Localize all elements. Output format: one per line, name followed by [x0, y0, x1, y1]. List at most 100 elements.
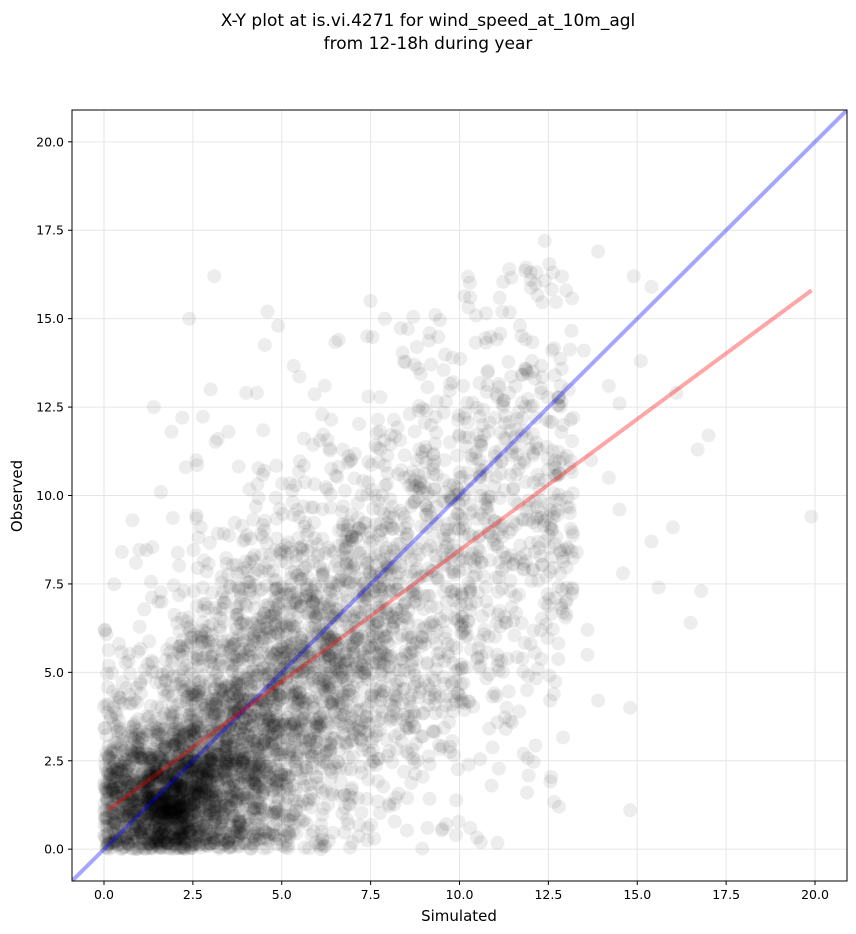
scatter-point — [133, 809, 148, 824]
scatter-point — [150, 765, 165, 780]
scatter-point — [232, 688, 247, 703]
scatter-point — [168, 810, 183, 825]
scatter-point — [113, 778, 128, 793]
scatter-point — [182, 744, 197, 759]
scatter-point — [204, 829, 219, 844]
scatter-point — [121, 759, 136, 774]
scatter-point — [396, 506, 410, 521]
scatter-point — [194, 776, 209, 790]
scatter-point — [175, 784, 190, 799]
scatter-point — [115, 841, 130, 856]
scatter-point — [152, 809, 166, 824]
scatter-point — [97, 699, 112, 714]
scatter-point — [150, 769, 165, 784]
scatter-point — [143, 798, 158, 813]
scatter-point — [187, 802, 201, 817]
scatter-point — [218, 739, 233, 754]
scatter-point — [201, 807, 216, 822]
scatter-point — [337, 483, 352, 498]
scatter-point — [177, 816, 191, 831]
scatter-point — [204, 776, 219, 791]
scatter-point — [185, 835, 199, 850]
scatter-point — [149, 814, 164, 829]
scatter-point — [215, 810, 230, 825]
scatter-point — [177, 822, 192, 837]
scatter-point — [132, 798, 147, 812]
scatter-point — [201, 556, 216, 571]
scatter-point — [452, 429, 466, 444]
scatter-point — [109, 785, 124, 800]
scatter-point — [173, 778, 188, 793]
scatter-point — [173, 793, 188, 808]
scatter-point — [112, 796, 127, 811]
scatter-point — [187, 796, 202, 811]
scatter-point — [245, 823, 259, 837]
scatter-point — [179, 749, 194, 764]
scatter-point — [183, 803, 198, 818]
scatter-point — [190, 780, 205, 795]
scatter-point — [109, 718, 124, 733]
scatter-point — [127, 795, 142, 810]
scatter-point — [174, 809, 188, 824]
scatter-point — [212, 797, 227, 812]
scatter-point — [154, 819, 169, 834]
scatter-point — [149, 791, 164, 805]
scatter-point — [115, 808, 130, 823]
scatter-point — [109, 806, 124, 821]
scatter-point — [182, 779, 197, 794]
scatter-point — [155, 736, 169, 751]
scatter-point — [186, 797, 201, 812]
scatter-point — [234, 565, 249, 580]
scatter-point — [195, 791, 210, 806]
scatter-point — [189, 714, 204, 729]
scatter-point — [169, 802, 184, 816]
scatter-point — [292, 369, 307, 384]
scatter-point — [171, 804, 186, 819]
scatter-point — [212, 753, 227, 768]
scatter-point — [210, 738, 225, 753]
scatter-point — [160, 836, 175, 850]
scatter-point — [190, 828, 205, 843]
scatter-point — [150, 814, 165, 828]
scatter-point — [109, 745, 124, 760]
scatter-point — [180, 810, 194, 825]
scatter-point — [235, 518, 250, 533]
scatter-point — [127, 811, 142, 826]
scatter-point — [154, 771, 168, 786]
scatter-point — [118, 819, 133, 833]
scatter-point — [164, 775, 179, 790]
scatter-point — [146, 806, 161, 821]
scatter-point — [198, 807, 213, 822]
scatter-point — [160, 827, 174, 842]
scatter-point — [189, 731, 204, 746]
scatter-point — [528, 738, 543, 753]
scatter-point — [202, 757, 217, 772]
scatter-point — [131, 811, 146, 826]
scatter-point — [131, 841, 146, 856]
scatter-point — [189, 744, 204, 758]
scatter-point — [202, 723, 217, 738]
scatter-point — [106, 700, 121, 715]
scatter-point — [490, 835, 505, 850]
scatter-point — [253, 618, 268, 633]
scatter-point — [284, 565, 299, 580]
scatter-point — [149, 764, 164, 779]
scatter-point — [207, 757, 222, 772]
scatter-point — [376, 628, 391, 643]
scatter-point — [268, 490, 283, 505]
scatter-point — [173, 791, 188, 806]
scatter-point — [157, 793, 172, 808]
scatter-point — [158, 753, 173, 768]
scatter-point — [147, 821, 162, 836]
scatter-point — [145, 801, 160, 816]
scatter-point — [166, 816, 181, 831]
scatter-point — [124, 744, 139, 759]
scatter-point — [171, 830, 186, 845]
scatter-point — [259, 825, 274, 840]
scatter-point — [180, 803, 195, 818]
scatter-point — [117, 781, 132, 796]
scatter-point — [233, 706, 248, 721]
scatter-point — [160, 666, 175, 681]
scatter-point — [108, 789, 123, 803]
scatter-point — [185, 801, 200, 816]
